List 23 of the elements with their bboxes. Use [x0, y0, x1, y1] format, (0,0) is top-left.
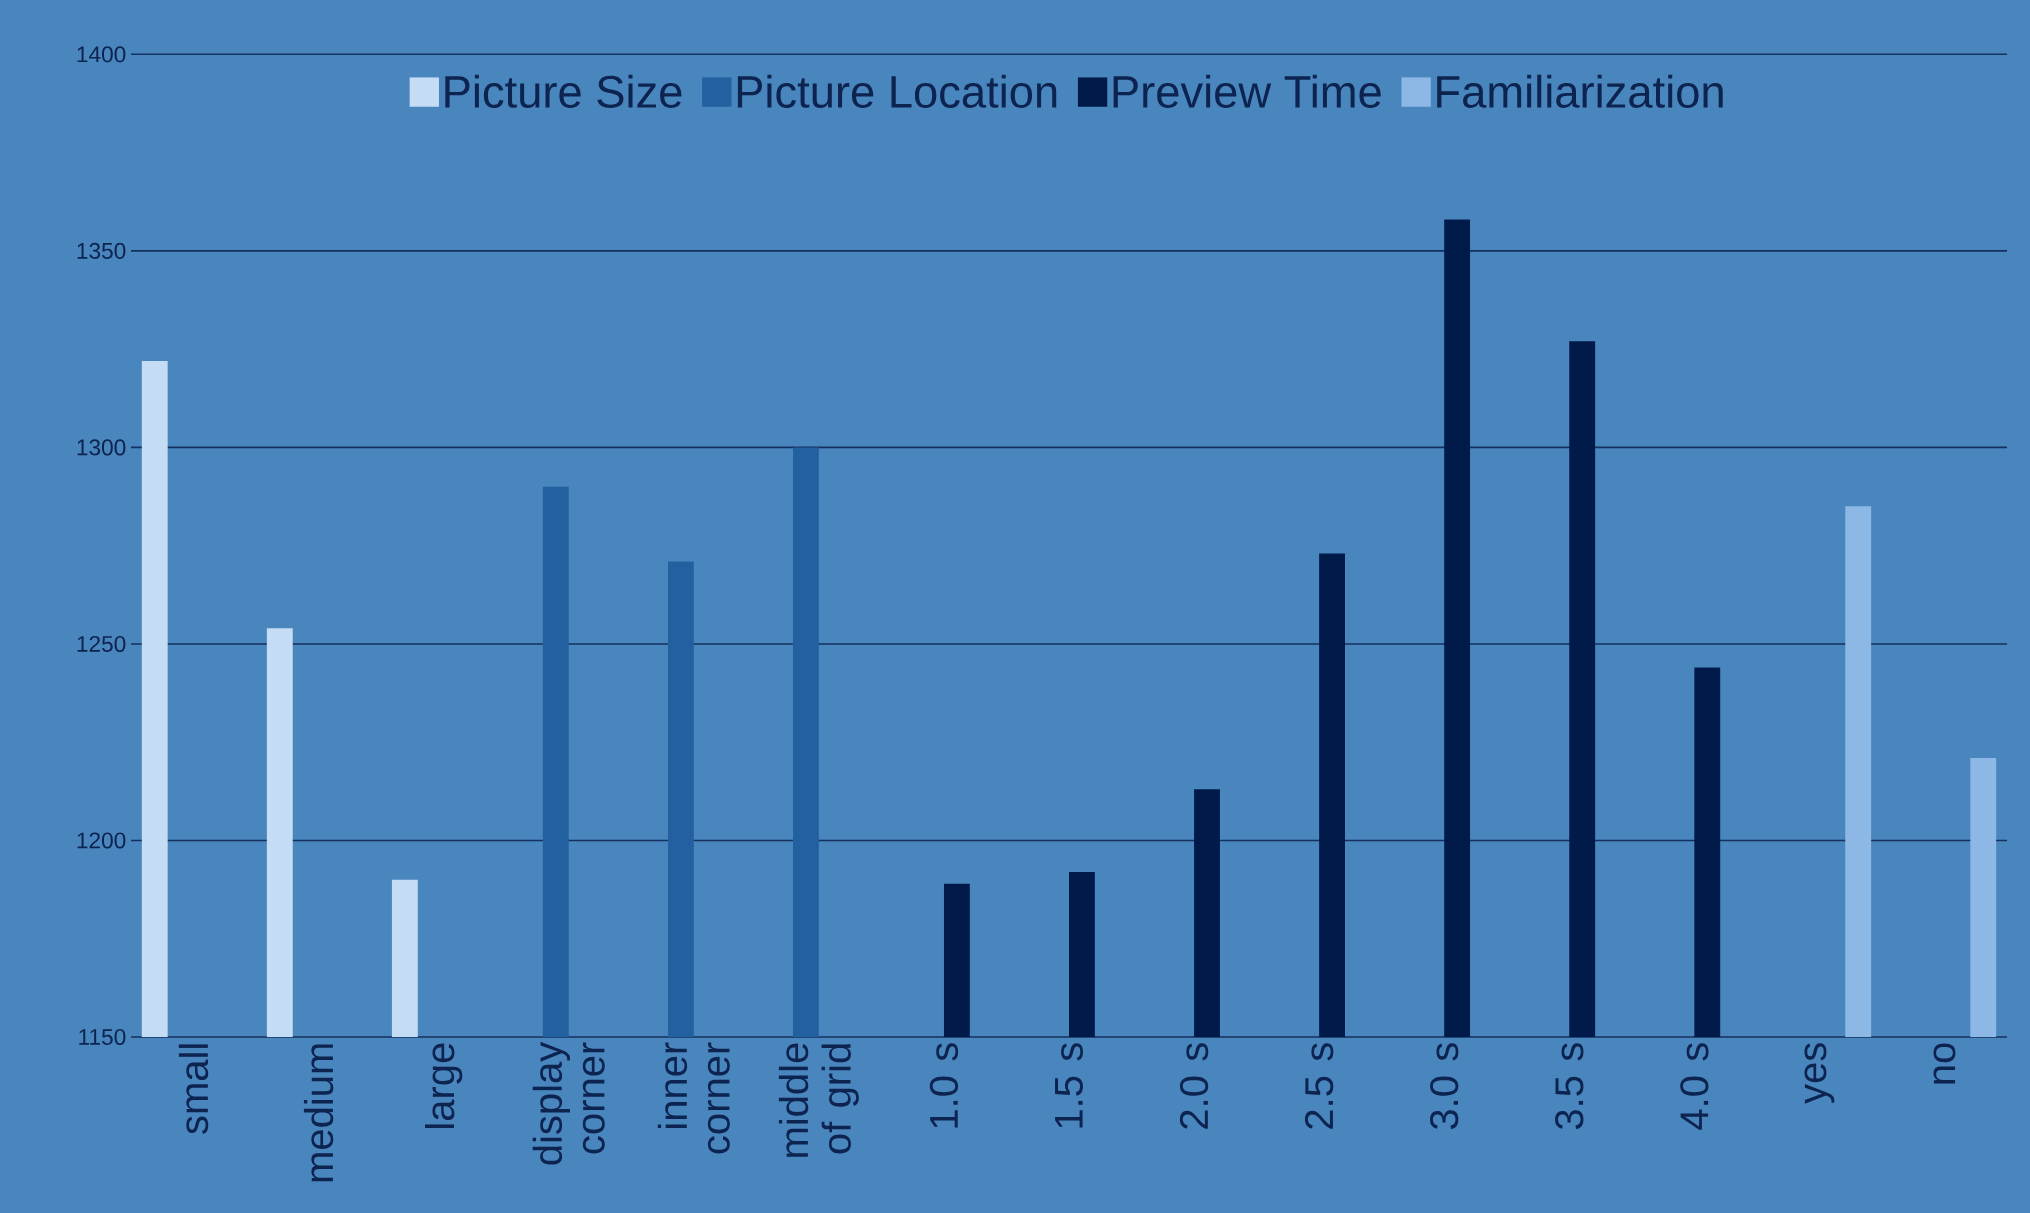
x-tick-label: 4.0 s — [1680, 1043, 1709, 1130]
x-tick-label: 1.5 s — [1055, 1043, 1083, 1128]
x-tick-label: small — [178, 1044, 209, 1134]
x-tick-label: 1.0 s — [929, 1043, 959, 1128]
x-tick-label: middle of grid — [778, 1043, 859, 1157]
x-tick-label: large — [425, 1043, 463, 1128]
x-tick-label: 3.5 s — [1555, 1043, 1584, 1130]
legend-label: Familiarization — [1437, 74, 1723, 108]
y-tick-label: 1250 — [77, 635, 126, 652]
x-tick-label: 2.5 s — [1304, 1043, 1334, 1129]
legend-label: Picture Size — [445, 74, 682, 108]
y-tick-label: 1300 — [77, 439, 126, 456]
y-tick-label: 1400 — [77, 46, 126, 63]
y-tick-label: 1350 — [77, 242, 126, 259]
y-tick-label: 1150 — [79, 1028, 126, 1046]
x-tick-label: medium — [303, 1044, 334, 1182]
x-tick-label: no — [1933, 1043, 1956, 1084]
y-tick-label: 1200 — [77, 832, 126, 849]
x-tick-label: 3.0 s — [1430, 1043, 1459, 1130]
x-tick-label: 2.0 s — [1179, 1043, 1209, 1129]
legend-label: Picture Location — [737, 74, 1057, 108]
legend-label: Preview Time — [1113, 74, 1381, 108]
x-tick-label: yes — [1804, 1043, 1835, 1104]
